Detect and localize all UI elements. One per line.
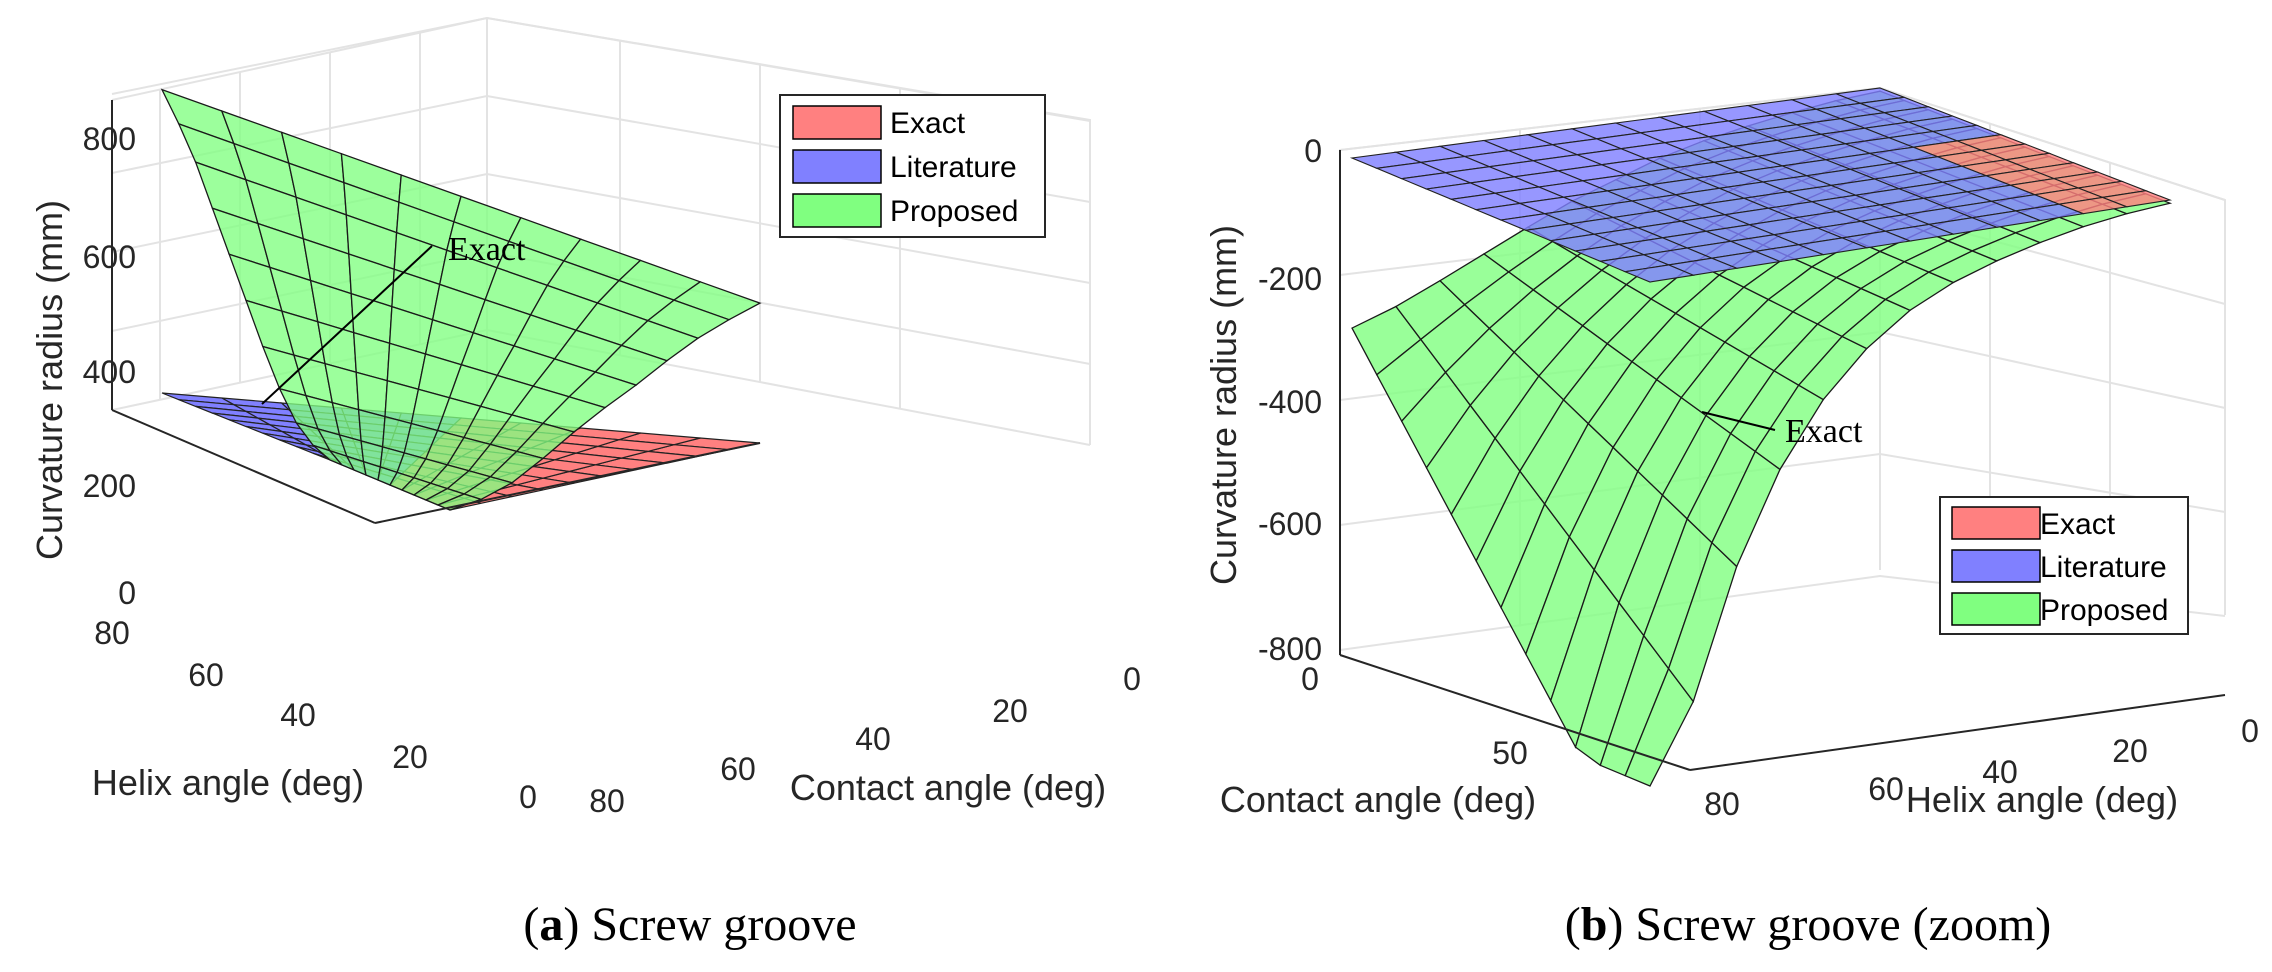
panel-a-x-tick-20: 20 [992,693,1028,729]
panel-b-y-tick-40: 40 [1982,754,2018,790]
panel-b-z-axis-label: Curvature radius (mm) [1203,225,1244,585]
panel-a-y-axis-label: Helix angle (deg) [92,762,364,803]
panel-a-annotation: Exact [261,231,526,405]
panel-a-legend-label-proposed: Proposed [890,195,1018,228]
panel-a-legend: Exact Literature Proposed [779,94,1046,238]
panel-b-x-axis-line [1339,654,1691,771]
caption-b: (b) Screw groove (zoom) [1565,898,2052,951]
panel-a-legend-swatch-literature [792,149,882,184]
panel-a-legend-label-exact: Exact [890,107,966,140]
panel-b-surfaces [1349,87,2173,787]
caption-a: (a) Screw groove [523,898,856,951]
panel-a-y-axis-line [111,409,376,524]
panel-b-literature-cell [1623,264,1696,283]
panel-b-z-tick-0: 0 [1304,133,1322,169]
panel-b-y-axis-label: Helix angle (deg) [1906,779,2178,820]
panel-a [111,16,1091,524]
caption-b-text: Screw groove (zoom) [1635,898,2051,951]
panel-b [1339,86,2226,787]
panel-a-y-tick-80: 80 [94,615,130,651]
panel-b-y-ticks: 0 20 40 60 80 [1868,713,2259,807]
panel-b-annotation: Exact [1701,411,1863,450]
panel-a-x-tick-40: 40 [855,721,891,757]
panel-b-axes [1339,150,2226,771]
panel-a-axes [111,100,761,524]
panel-a-y-tick-20: 20 [392,739,428,775]
panel-a-legend-swatch-exact [792,105,882,140]
panel-a-z-tick-0: 0 [118,575,136,611]
panel-a-x-axis-line [374,442,761,524]
caption-a-text: Screw groove [591,898,856,951]
panel-b-z-tick-m200: -200 [1258,261,1322,297]
panel-b-x-tick-0: 0 [1301,661,1319,697]
panel-b-y-axis-line [1689,694,2226,771]
panel-b-y-tick-60: 60 [1868,771,1904,807]
panel-b-y-tick-0: 0 [2241,713,2259,749]
panel-a-legend-swatch-proposed [792,193,882,228]
panel-b-z-tick-m400: -400 [1258,384,1322,420]
panel-b-z-tick-m800: -800 [1258,631,1322,667]
panel-a-z-tick-400: 400 [83,354,136,390]
panel-b-x-tick-50: 50 [1492,735,1528,771]
panel-a-x-axis-label: Contact angle (deg) [790,767,1106,808]
panel-a-annotation-text: Exact [448,231,526,268]
panel-b-legend-label-exact: Exact [2040,508,2116,541]
panel-a-y-tick-0: 0 [519,779,537,815]
panel-a-gridline-z [111,16,1091,122]
caption-a-label: a [539,898,563,951]
panel-a-x-tick-0: 0 [1123,661,1141,697]
panel-b-z-tick-m600: -600 [1258,506,1322,542]
panel-b-x-ticks: 0 50 80 [1301,661,1740,822]
panel-a-x-tick-60: 60 [720,751,756,787]
panel-a-y-tick-60: 60 [188,657,224,693]
panel-a-z-tick-200: 200 [83,468,136,504]
panel-a-z-tick-800: 800 [83,121,136,157]
panel-b-legend-swatch-literature [1951,549,2041,583]
panel-a-proposed-cell [436,493,484,511]
panel-a-z-ticks: 0 200 400 600 800 [83,121,136,611]
panel-b-annotation-line [1701,411,1776,431]
panel-b-y-tick-20: 20 [2112,733,2148,769]
panel-a-x-tick-80: 80 [589,783,625,819]
panel-a-surfaces [160,88,762,511]
panel-a-y-ticks: 0 20 40 60 80 [94,615,537,815]
panel-b-z-ticks: 0 -200 -400 -600 -800 [1258,133,1322,667]
caption-b-label: b [1581,898,1608,951]
panel-b-legend-label-literature: Literature [2040,551,2167,584]
panel-a-legend-label-literature: Literature [890,151,1017,184]
panel-a-x-ticks: 0 20 40 60 80 [589,661,1141,819]
panel-a-annotation-line [261,245,433,405]
panel-a-z-tick-600: 600 [83,239,136,275]
panel-b-x-tick-80: 80 [1704,786,1740,822]
panel-b-legend: Exact Literature Proposed [1939,496,2189,635]
panel-b-annotation-text: Exact [1785,413,1863,450]
panel-a-y-tick-40: 40 [280,697,316,733]
panel-a-z-axis-label: Curvature radius (mm) [29,200,70,560]
panel-b-legend-swatch-proposed [1951,592,2041,626]
svg-text:(b) Screw groove (zoom): (b) Screw groove (zoom) [1565,898,2052,951]
panel-b-legend-swatch-exact [1951,506,2041,540]
svg-text:(a) Screw groove: (a) Screw groove [523,898,856,951]
panel-b-legend-label-proposed: Proposed [2040,594,2168,627]
panel-b-x-axis-label: Contact angle (deg) [1220,779,1536,820]
